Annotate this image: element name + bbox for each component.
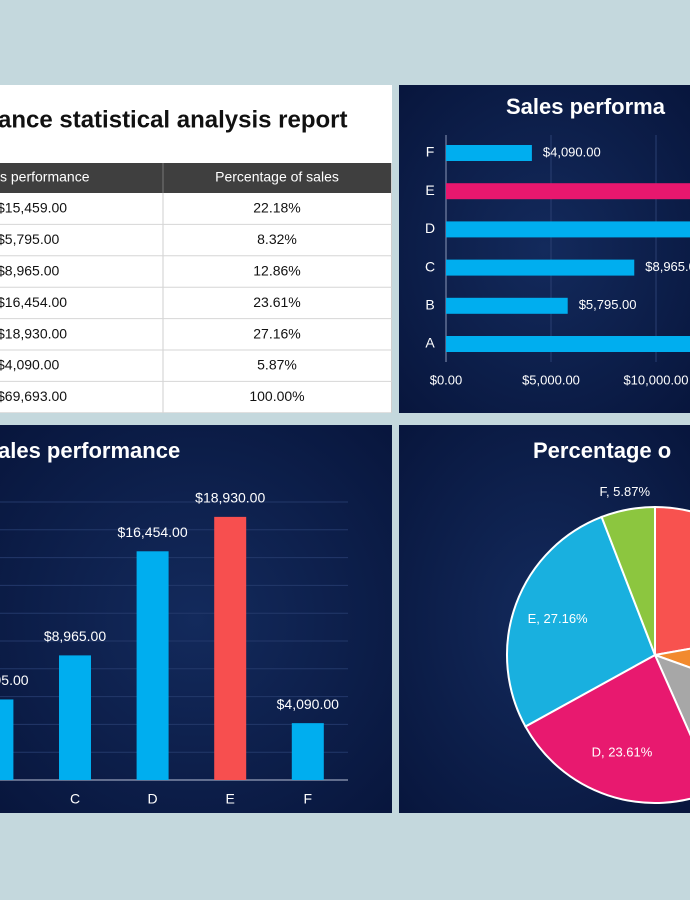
table-cell: $4,090.00 (0, 357, 59, 373)
y-tick-label: D (425, 220, 435, 236)
bar (446, 297, 568, 314)
hbar-area: Sales performa $0.00 $5,000.00 $10,000.00 A B… (425, 94, 690, 387)
table-cell: $69,693.00 (0, 388, 67, 404)
bar (446, 221, 690, 238)
table-header-cell: Percentage of sales (215, 169, 339, 185)
x-tick-label: E (226, 791, 235, 807)
x-tick-label: $0.00 (430, 372, 463, 387)
table-cell: 100.00% (249, 388, 304, 404)
data-label: $4,090.00 (277, 696, 339, 712)
y-tick-label: C (425, 258, 435, 274)
chart-title: Percentage o (533, 438, 671, 463)
data-label: $4,090.00 (543, 144, 601, 159)
table-cell: 8.32% (257, 231, 297, 247)
pie-area: Percentage o D, 23.61% E, 27.16% F, 5.87% (506, 438, 690, 804)
y-tick-label: A (425, 335, 435, 351)
x-tick-label: $5,000.00 (522, 372, 580, 387)
table-cell: $5,795.00 (0, 231, 59, 247)
chart-title: ales performance (0, 438, 180, 463)
y-tick-label: E (425, 182, 434, 198)
data-label: $18,930.00 (195, 490, 265, 506)
table-cell: $8,965.00 (0, 263, 59, 279)
pie-slice (524, 653, 690, 804)
hbar-panel (399, 85, 690, 413)
data-label: E, 27.16% (528, 611, 588, 626)
table-cell: 12.86% (253, 263, 300, 279)
y-tick-label: B (425, 297, 434, 313)
x-tick-label: $10,000.00 (623, 372, 688, 387)
bar (291, 723, 324, 780)
table-header-bg (0, 163, 392, 193)
table-cell: $18,930.00 (0, 325, 67, 341)
table-cell: $15,459.00 (0, 200, 67, 216)
table-area: ance statistical analysis report s perfo… (0, 106, 392, 413)
bar (446, 336, 690, 352)
pie-slice (600, 505, 656, 656)
bar (136, 551, 169, 780)
bar (446, 145, 532, 161)
pie-slice (506, 515, 657, 728)
table-header-cell: s performance (0, 169, 90, 185)
data-label: $16,454.00 (118, 524, 188, 540)
table-cell: 22.18% (253, 200, 300, 216)
bar (214, 516, 247, 780)
bar (446, 259, 635, 276)
bar-panel (0, 425, 392, 813)
pie-slice (651, 647, 690, 669)
table-cell: 5.87% (257, 357, 297, 373)
data-label: F, 5.87% (599, 484, 650, 499)
x-tick-label: D (148, 791, 158, 807)
report-title: ance statistical analysis report (0, 106, 348, 133)
chart-title: Sales performa (506, 94, 666, 119)
x-tick-label: F (304, 791, 313, 807)
x-tick-label: C (70, 791, 80, 807)
data-label: D, 23.61% (592, 745, 653, 760)
bar (0, 699, 14, 780)
bar (446, 183, 690, 200)
y-tick-label: F (426, 144, 435, 160)
data-label: $5,795.00 (579, 297, 637, 312)
table-cell: 27.16% (253, 325, 300, 341)
pie-slice (654, 505, 690, 657)
bar (59, 655, 91, 780)
table-panel (0, 85, 392, 413)
pie-slice (653, 653, 690, 737)
data-label: $8,965.00 (645, 259, 690, 274)
bar-area: ales performance $5,795.00 C $8,965.00 D $16,… (0, 438, 348, 807)
data-label: $5,795.00 (0, 672, 29, 688)
data-label: $8,965.00 (44, 628, 106, 644)
table-cell: 23.61% (253, 294, 300, 310)
table-cell: $16,454.00 (0, 294, 67, 310)
